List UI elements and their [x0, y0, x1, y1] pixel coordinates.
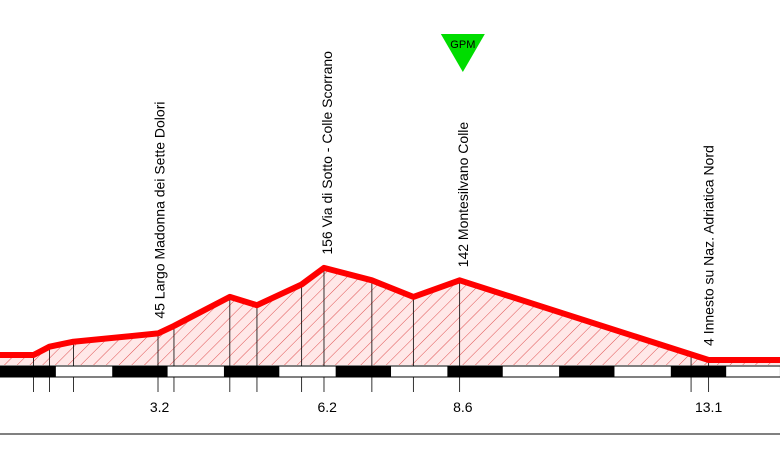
scale-bar-segment: [112, 366, 168, 377]
km-label-1: 3.2: [150, 399, 170, 415]
distance-scale-bar: [0, 365, 780, 378]
profile-area-hatch: [0, 267, 780, 365]
gpm-label: GPM: [450, 39, 475, 51]
profile-line-layer: [0, 264, 780, 363]
scale-bar-segment: [559, 366, 615, 377]
km-label-3: 8.6: [453, 399, 473, 415]
scale-bar-segment: [670, 366, 727, 377]
profile-line: [0, 264, 780, 363]
km-label-4: 13.1: [695, 399, 722, 415]
point-label-4: 4 Innesto su Naz. Adriatica Nord: [701, 145, 717, 346]
km-label-2: 6.2: [317, 399, 337, 415]
scale-bar-segment: [0, 366, 56, 377]
point-label-1: 45 Largo Madonna dei Sette Dolori: [152, 102, 168, 319]
scale-bar-segment: [223, 366, 280, 377]
scale-bar-segment: [335, 366, 392, 377]
point-label-3: 142 Montesilvano Colle: [455, 122, 471, 268]
scale-bar-segment: [447, 366, 503, 377]
km-labels-layer: 3.2 6.2 8.6 13.1: [150, 399, 723, 415]
gpm-marker: [440, 34, 485, 72]
point-labels-layer: 45 Largo Madonna dei Sette Dolori 156 Via…: [152, 34, 717, 346]
point-label-2: 156 Via di Sotto - Colle Scorrano: [319, 51, 335, 255]
profile-area-layer: [0, 267, 780, 365]
